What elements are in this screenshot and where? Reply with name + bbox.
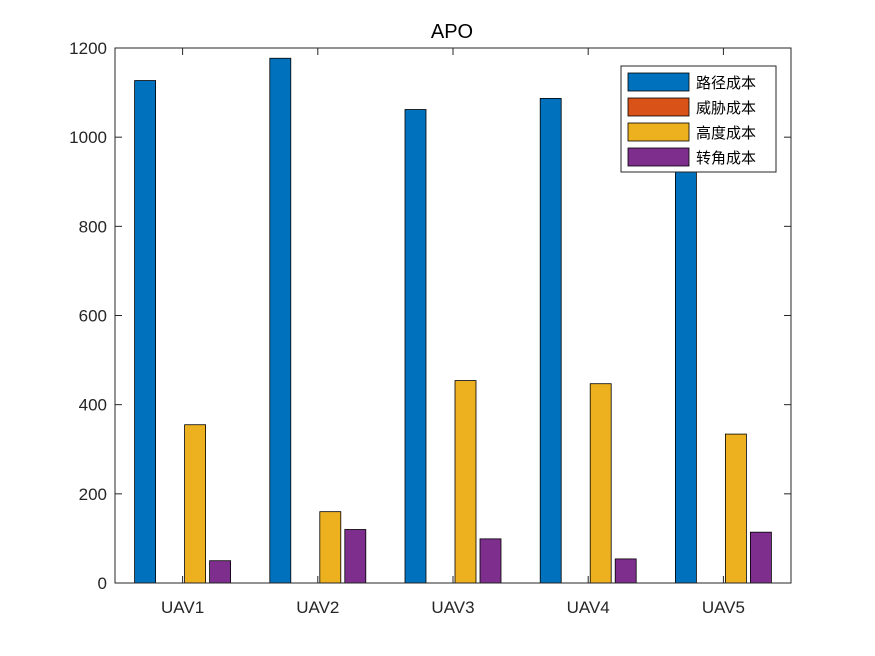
axes-group: 0 200 400 600 800 1000 1200 UAV1 UAV2 UAV3 UAV4 UAV…	[69, 39, 792, 617]
x-tick-label-uav2: UAV2	[296, 598, 339, 617]
legend-label-1: 路径成本	[696, 74, 756, 92]
bar-uav3-series-3	[454, 380, 477, 584]
y-tick-label: 1200	[69, 39, 107, 58]
bar-uav5-series-3	[725, 433, 747, 584]
bar-uav2-series-3	[319, 511, 342, 584]
legend-label-4: 转角成本	[696, 149, 756, 167]
bar-uav3-series-1	[404, 109, 427, 584]
bar-uav3-series-4	[479, 538, 502, 584]
y-tick-label: 800	[79, 217, 107, 236]
x-tick-label-uav3: UAV3	[431, 598, 474, 617]
x-tick-label-uav1: UAV1	[161, 598, 204, 617]
legend-swatch-1	[627, 72, 690, 92]
bar-uav5-series-1	[675, 118, 697, 584]
bar-uav5-series-4	[750, 531, 772, 584]
bar-uav4-series-4	[614, 558, 637, 584]
bar-uav4-series-1	[539, 97, 562, 584]
chart-title: APO	[431, 21, 473, 43]
y-tick-label: 200	[79, 485, 107, 504]
bar-uav1-series-3	[184, 424, 207, 584]
legend-label-3: 高度成本	[696, 124, 756, 142]
bar-uav2-series-1	[269, 57, 292, 584]
y-tick-label: 0	[98, 574, 107, 593]
bar-uav1-series-4	[209, 560, 232, 584]
x-tick-label-uav5: UAV5	[702, 598, 745, 617]
legend-swatch-4	[627, 147, 690, 167]
y-tick-label: 1000	[69, 128, 107, 147]
y-tick-label: 600	[79, 307, 107, 326]
bar-uav2-series-4	[344, 529, 367, 584]
legend-swatch-2	[627, 97, 690, 117]
bar-uav1-series-1	[134, 80, 157, 584]
legend-label-2: 威胁成本	[696, 99, 756, 117]
x-tick-label-uav4: UAV4	[567, 598, 610, 617]
bars-group	[134, 57, 772, 584]
y-tick-label: 400	[79, 396, 107, 415]
bar-uav4-series-3	[589, 383, 612, 584]
legend-swatch-3	[627, 122, 690, 142]
